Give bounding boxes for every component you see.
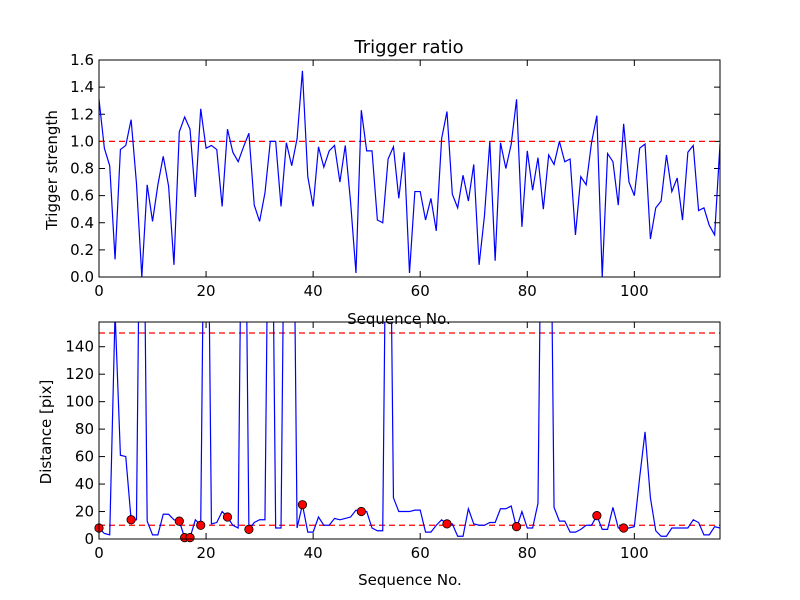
distance-chart: Sequence No. Distance [pix] 0 20 40 60 80 100… xyxy=(37,321,721,589)
y-tick-label: 0.6 xyxy=(70,187,94,205)
x-tick-label: 20 xyxy=(197,282,216,300)
distance-marker xyxy=(222,512,233,522)
distance-marker xyxy=(297,500,308,510)
distance-line xyxy=(99,322,720,539)
distance-marker xyxy=(356,506,366,517)
y-tick-label: 100 xyxy=(65,393,94,411)
distance-marker xyxy=(185,533,195,543)
bottom-x-axis-label: Sequence No. xyxy=(358,571,462,589)
x-tick-label: 100 xyxy=(620,282,649,300)
y-tick-label: 20 xyxy=(75,503,94,521)
y-tick-label: 80 xyxy=(75,420,94,438)
y-tick-label: 0.0 xyxy=(70,268,94,286)
y-tick-label: 60 xyxy=(75,448,94,466)
chart-title: Trigger ratio xyxy=(353,37,463,58)
distance-marker xyxy=(196,520,206,530)
y-tick-label: 1.6 xyxy=(70,51,94,69)
trigger-ratio-chart: Trigger ratio Sequence No. Trigger stren… xyxy=(43,37,721,328)
x-tick-label: 60 xyxy=(411,282,430,300)
y-tick-label: 0 xyxy=(84,530,94,548)
top-plot-frame xyxy=(98,59,721,278)
x-tick-label: 40 xyxy=(304,544,323,562)
y-tick-label: 140 xyxy=(65,338,94,356)
x-tick-label: 100 xyxy=(620,544,649,562)
distance-marker xyxy=(619,523,629,533)
x-tick-label: 80 xyxy=(518,282,537,300)
y-tick-label: 1.2 xyxy=(70,105,94,123)
y-tick-label: 1.4 xyxy=(70,78,94,96)
y-tick-label: 0.4 xyxy=(70,214,94,232)
distance-marker xyxy=(592,511,602,521)
trigger-strength-line xyxy=(98,70,721,278)
distance-marker xyxy=(174,516,184,526)
y-tick-label: 1.0 xyxy=(70,132,94,150)
bottom-plot-frame xyxy=(98,321,721,540)
distance-marker xyxy=(511,522,522,532)
x-tick-label: 80 xyxy=(518,544,537,562)
distance-marker xyxy=(442,519,452,529)
distance-marker xyxy=(244,524,254,534)
x-tick-label: 0 xyxy=(94,544,104,562)
top-axis-ticks: 0 20 40 60 80 100 0.0 0.2 0.4 0.6 0.8 1.0 1.2 1.4 1.6 xyxy=(70,51,720,300)
bottom-axis-ticks: 0 20 40 60 80 100 0 20 40 60 80 100 120 140 xyxy=(65,322,720,562)
y-tick-label: 120 xyxy=(65,365,94,383)
x-tick-label: 60 xyxy=(411,544,430,562)
x-tick-label: 0 xyxy=(94,282,104,300)
top-y-axis-label: Trigger strength xyxy=(43,110,61,231)
y-tick-label: 40 xyxy=(75,475,94,493)
distance-marker xyxy=(126,515,136,525)
x-tick-label: 20 xyxy=(197,544,216,562)
y-tick-label: 0.2 xyxy=(70,241,94,259)
x-tick-label: 40 xyxy=(304,282,323,300)
top-x-axis-label: Sequence No. xyxy=(347,310,451,328)
bottom-y-axis-label: Distance [pix] xyxy=(37,380,55,485)
distance-markers xyxy=(94,500,629,543)
y-tick-label: 0.8 xyxy=(70,160,94,178)
